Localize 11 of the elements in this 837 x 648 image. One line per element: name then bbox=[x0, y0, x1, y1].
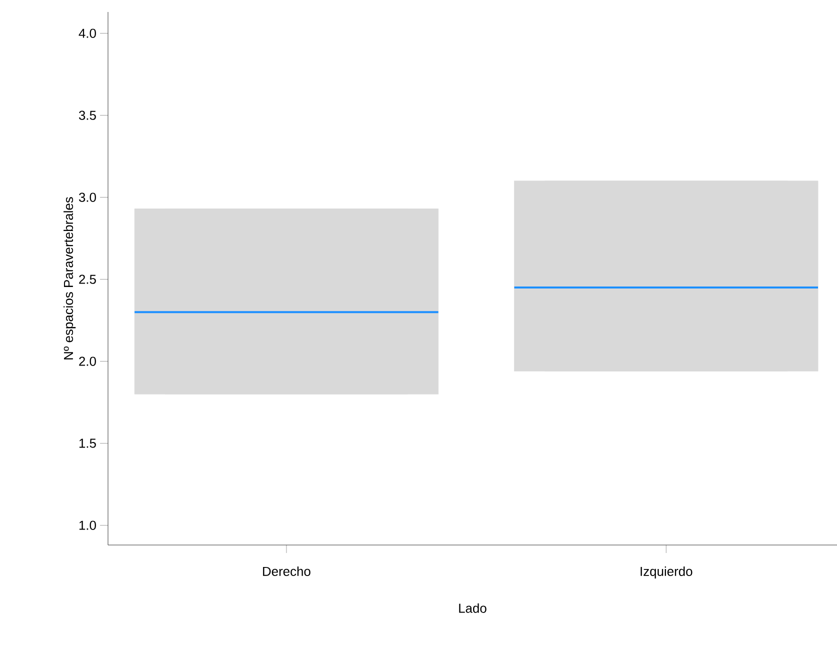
x-axis-title: Lado bbox=[459, 603, 486, 613]
y-tick-label: 1.0 bbox=[79, 520, 96, 530]
y-tick-label: 4.0 bbox=[78, 28, 96, 38]
y-axis-title: Nº espacios Paravertebrales bbox=[64, 197, 76, 360]
y-tick-label: 2.5 bbox=[79, 274, 96, 284]
y-tick-label: 2.0 bbox=[79, 356, 96, 366]
x-tick-label: Derecho bbox=[263, 566, 310, 576]
x-tick-label: Izquierdo bbox=[640, 566, 692, 579]
y-tick-label: 3.0 bbox=[78, 192, 96, 202]
y-tick-label: 1.5 bbox=[79, 438, 96, 448]
y-tick-label: 3.5 bbox=[78, 110, 96, 120]
